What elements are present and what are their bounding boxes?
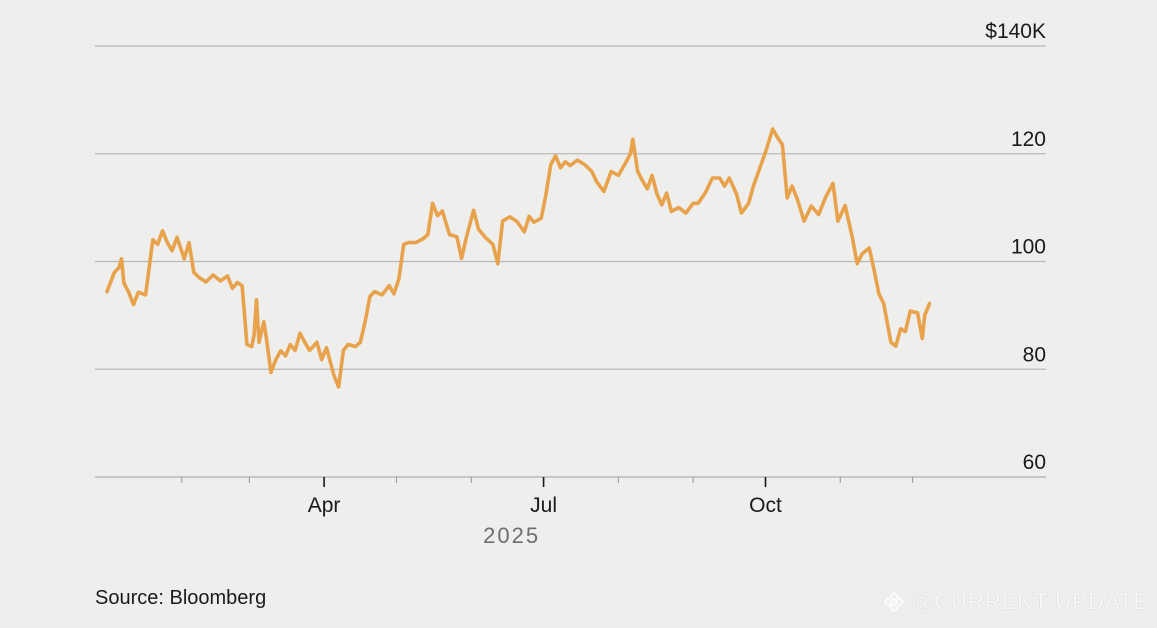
y-tick-label-60: 60 [1023,451,1046,474]
source-note: Source: Bloomberg [95,587,267,609]
x-axis [181,477,914,487]
watermark: @CURRENT UPDATE [883,589,1149,615]
y-tick-label-100: 100 [1011,236,1046,259]
y-tick-label-80: 80 [1023,343,1046,366]
y-axis-labels: $140K 120 100 80 60 [985,20,1046,474]
x-axis-labels: Apr Jul Oct [308,494,782,517]
y-tick-label-120: 120 [1011,128,1046,151]
x-tick-label-apr: Apr [308,494,341,517]
gridlines [95,45,1046,478]
y-tick-label-140: $140K [985,20,1046,43]
year-label: 2025 [483,523,540,548]
binance-diamond-icon [883,591,905,613]
price-series-line [105,127,932,389]
watermark-text: @CURRENT UPDATE [910,589,1149,614]
x-tick-label-jul: Jul [530,494,557,517]
x-tick-label-oct: Oct [749,494,782,517]
